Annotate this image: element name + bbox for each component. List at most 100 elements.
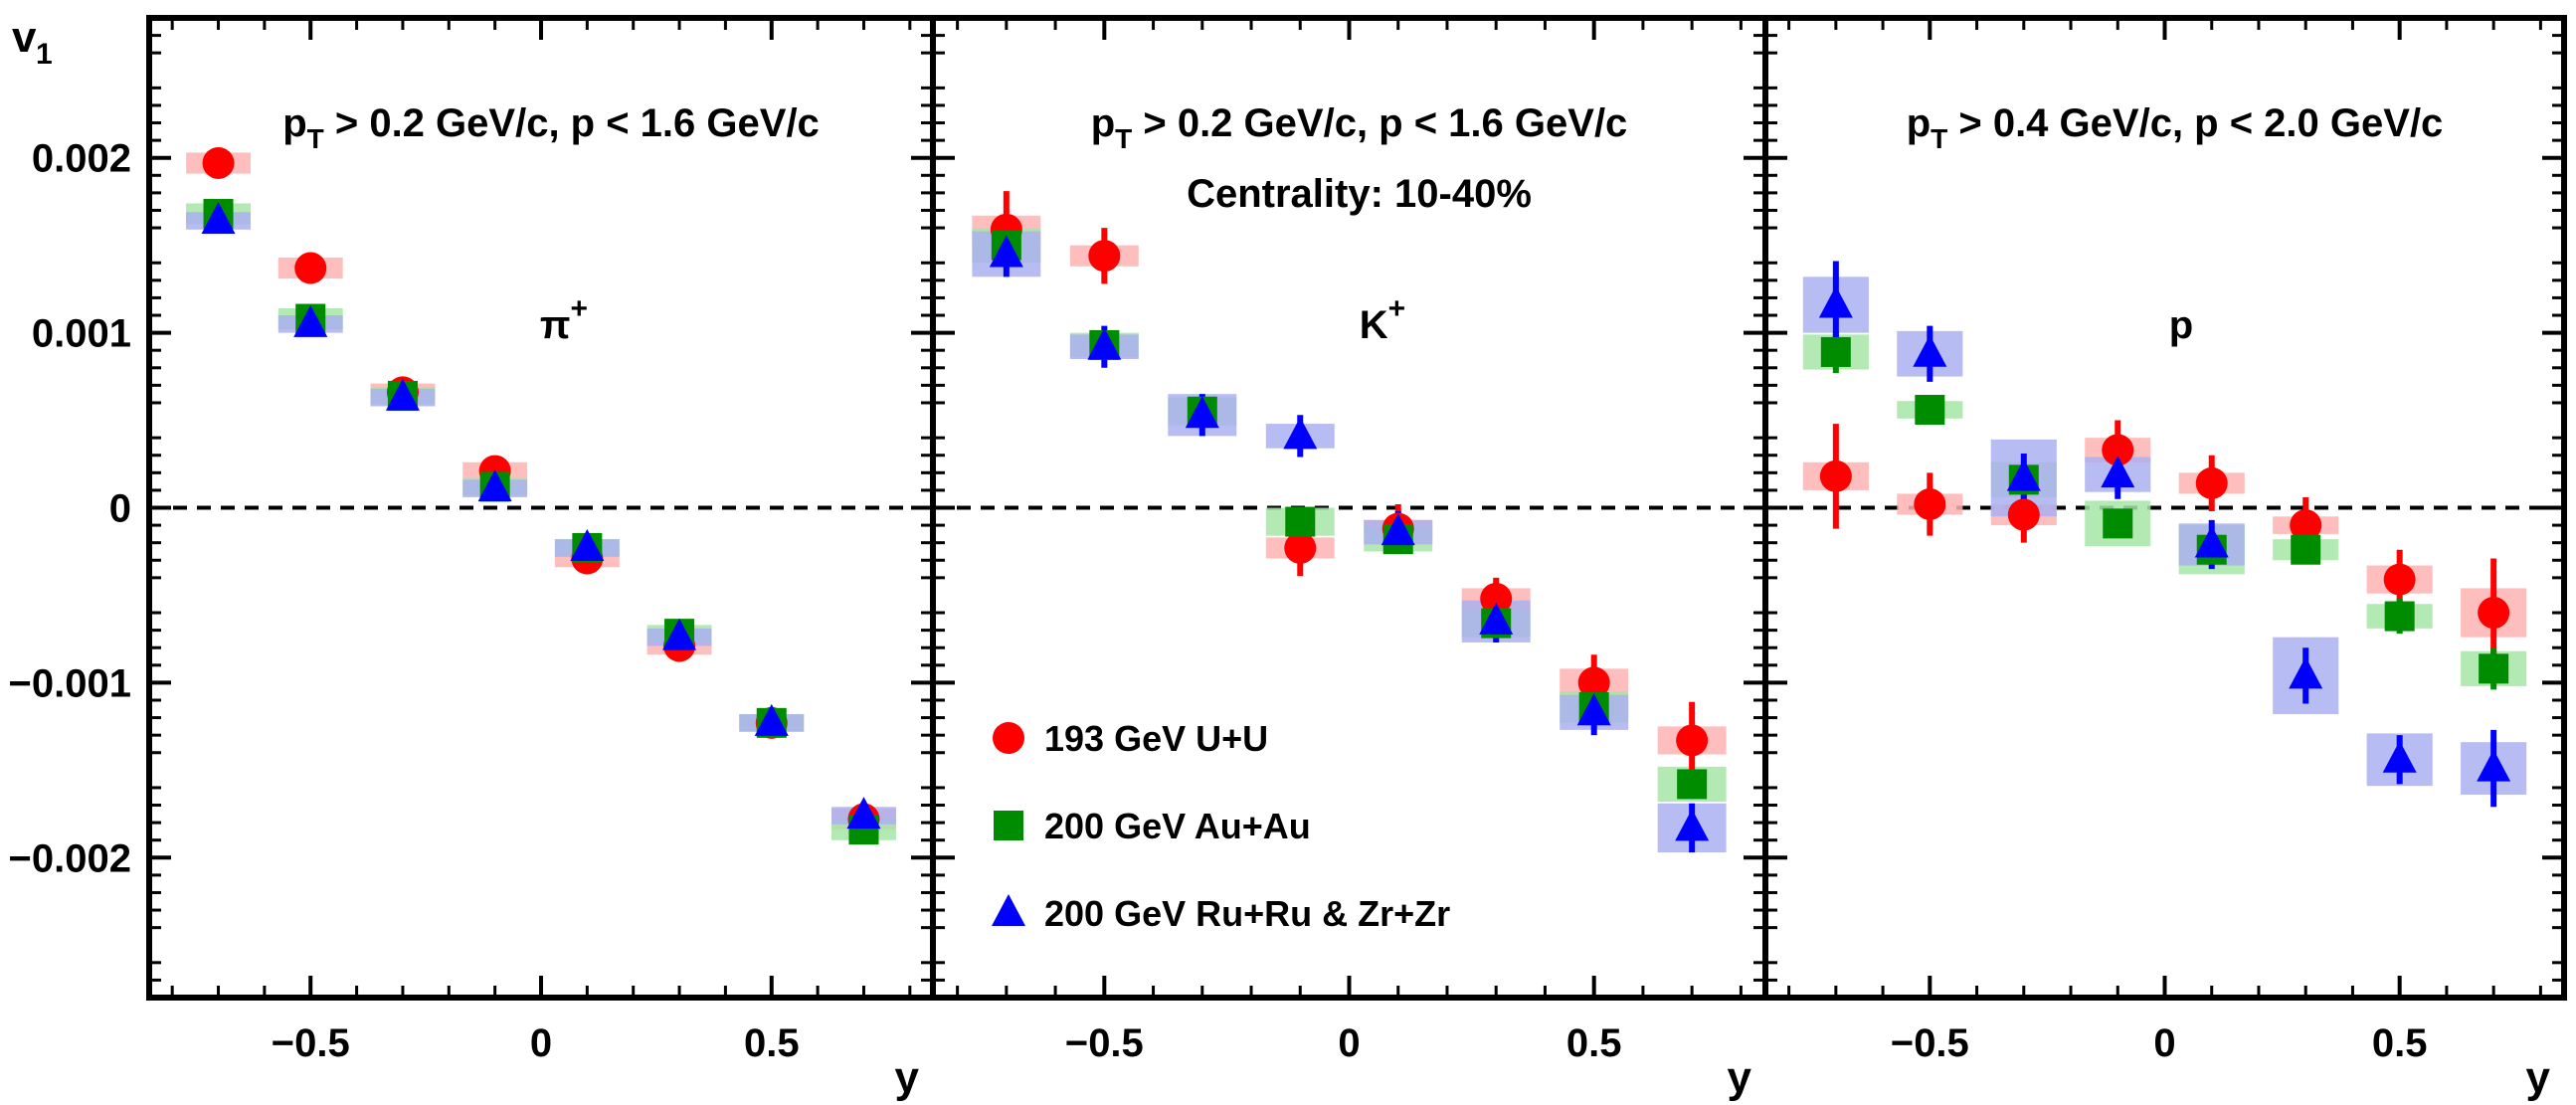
centrality-label: Centrality: 10-40% [1187,172,1532,216]
data-point-iso [477,469,512,502]
particle-symbol: K [1360,303,1388,347]
data-point-iso [2477,749,2511,782]
y-axis-label-subscript: 1 [36,38,53,71]
data-point-uu [2102,434,2134,466]
y-axis-title: v 1 [12,13,53,71]
cut-label-main: p [282,101,306,145]
legend-marker-iso [992,894,1025,926]
data-point-iso [2289,656,2323,689]
x-tick-label: 0.5 [1566,1021,1622,1065]
data-point-auau [1820,336,1851,367]
y-tick-label: −0.001 [9,661,131,705]
data-point-iso [201,202,236,235]
data-point-iso [385,378,420,411]
data-point-iso [293,304,328,337]
data-point-iso [1576,693,1611,726]
legend-label: 193 GeV U+U [1044,718,1268,759]
x-tick-label: 0 [530,1021,552,1065]
data-point-auau [2291,534,2321,565]
x-tick-label: 0.5 [744,1021,800,1065]
y-tick-label: 0.002 [32,137,131,181]
data-point-auau [1677,769,1708,800]
particle-label: K+ [1360,292,1405,347]
x-tick-label: −0.5 [1065,1021,1144,1065]
x-tick-label: 0 [1338,1021,1360,1065]
data-point-auau [2103,508,2133,539]
data-point-auau [2384,601,2415,632]
data-point-iso [1913,334,1947,367]
panel-cut-label: pT > 0.2 GeV/c, p < 1.6 GeV/c [282,101,820,154]
data-point-iso [1380,513,1415,546]
panel-cut-label: pT > 0.4 GeV/c, p < 2.0 GeV/c [1907,101,2444,154]
y-tick-label: 0 [109,487,131,531]
panel-frame [1762,15,2567,1001]
cut-label-main: p [1091,101,1115,145]
data-point-auau [2479,653,2509,684]
data-point-iso [570,528,605,561]
legend-label: 200 GeV Au+Au [1044,806,1311,846]
data-point-iso [1818,285,1853,318]
particle-symbol: p [2169,303,2193,347]
particle-label: π+ [540,292,588,347]
legend-label: 200 GeV Ru+Ru & Zr+Zr [1044,893,1450,934]
y-tick-label: −0.002 [9,836,131,880]
x-tick-label: −0.5 [1891,1021,1969,1065]
data-point-iso [1479,602,1514,635]
data-point-uu [1480,582,1513,615]
legend-marker-auau [994,811,1023,840]
cut-label-rest: > 0.2 GeV/c, p < 1.6 GeV/c [1132,101,1627,145]
y-axis-label: v [12,13,37,62]
data-point-auau [1915,395,1945,425]
cut-label-subscript: T [1931,123,1947,154]
data-point-uu [294,252,327,284]
legend-entry: 200 GeV Au+Au [994,806,1311,846]
legend: 193 GeV U+U 200 GeV Au+Au 200 GeV Ru+Ru & … [992,718,1450,934]
data-point-iso [1283,417,1318,450]
cut-label-subscript: T [1115,123,1132,154]
x-axis-label: y [1728,1053,1752,1102]
data-point-uu [1088,240,1121,273]
data-point-uu [1577,666,1610,699]
x-tick-label: 0.5 [2372,1021,2428,1065]
data-point-uu [2383,563,2416,596]
x-tick-label: −0.5 [272,1021,350,1065]
particle-charge: + [571,292,589,325]
data-point-uu [2290,509,2322,542]
data-point-uu [2007,498,2040,531]
data-point-uu [202,146,235,179]
data-point-iso [1185,396,1219,429]
data-point-iso [2101,456,2135,488]
cut-label-main: p [1907,101,1931,145]
data-point-uu [2478,597,2510,630]
data-point-uu [1284,531,1317,564]
data-point-auau [1285,506,1316,537]
cut-label-rest: > 0.2 GeV/c, p < 1.6 GeV/c [324,101,820,145]
data-point-iso [662,618,697,650]
x-axis-label: y [2526,1053,2551,1102]
cut-label-rest: > 0.4 GeV/c, p < 2.0 GeV/c [1947,101,2443,145]
legend-entry: 193 GeV U+U [993,718,1268,759]
data-point-iso [2194,525,2229,558]
data-point-iso [754,703,789,736]
legend-entry: 200 GeV Ru+Ru & Zr+Zr [992,893,1450,934]
data-point-iso [989,235,1023,268]
data-point-iso [1675,809,1710,841]
legend-marker-uu [993,722,1024,754]
data-point-iso [1087,327,1122,360]
particle-label: p [2169,303,2193,347]
y-tick-label: 0.001 [32,312,131,356]
data-point-uu [1914,487,1946,520]
data-point-iso [846,797,881,829]
particle-symbol: π [540,303,571,347]
particle-charge: + [1388,292,1406,325]
x-axis-label: y [895,1053,920,1102]
cut-label-subscript: T [307,123,324,154]
panel-1: −0.5 0 0.5 y pT > 0.2 GeV/c, p < 1.6 GeV/c π+ [146,15,936,1102]
x-tick-label: 0 [2153,1021,2175,1065]
data-point-uu [2195,466,2228,499]
data-point-iso [2382,740,2417,773]
panel-cut-label: pT > 0.2 GeV/c, p < 1.6 GeV/c [1091,101,1628,154]
